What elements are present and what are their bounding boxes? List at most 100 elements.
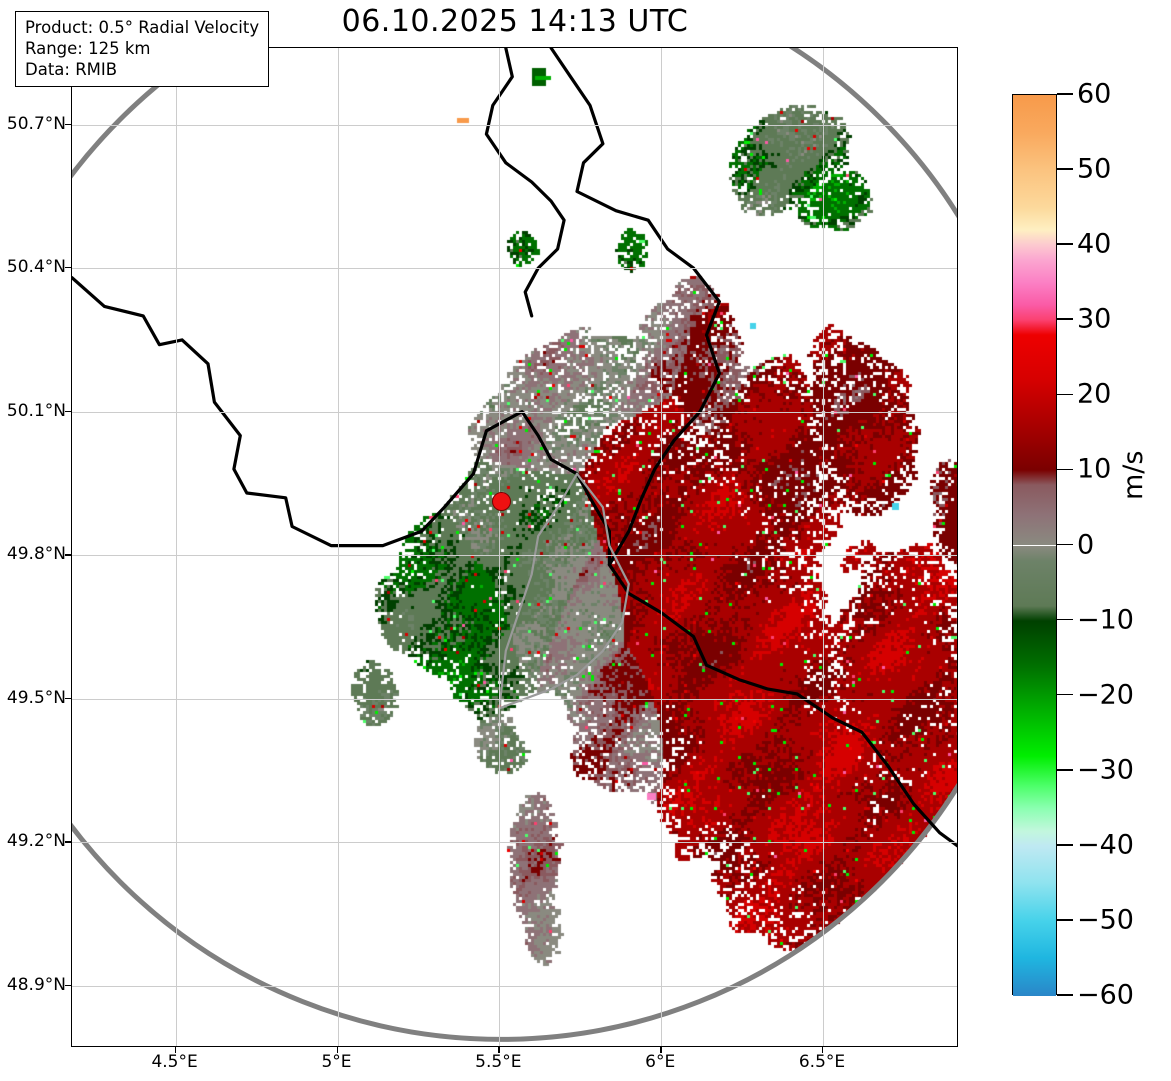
colorbar-tick-mark (1057, 93, 1073, 95)
colorbar-segment (1013, 755, 1056, 786)
map-clip-area (72, 48, 957, 1046)
colorbar-tick-mark (1057, 468, 1073, 471)
colorbar-tick-label: −40 (1077, 829, 1134, 861)
velocity-colorbar[interactable] (1012, 94, 1057, 996)
colorbar-segment (1013, 830, 1056, 846)
colorbar-tick-mark (1057, 994, 1073, 996)
colorbar-tick-mark (1057, 168, 1073, 170)
range-ring-125km (72, 48, 957, 1042)
colorbar-segment (1013, 485, 1056, 516)
colorbar-segment (1013, 132, 1056, 171)
colorbar-segment (1013, 470, 1056, 486)
map-boundaries-layer (72, 48, 957, 1042)
colorbar-tick-mark (1057, 543, 1073, 546)
latitude-tick-label: 48.9°N (6, 974, 66, 995)
colorbar-segment (1013, 230, 1056, 246)
colorbar-segment (1013, 305, 1056, 321)
colorbar-segment (1013, 883, 1056, 921)
colorbar-segment (1013, 845, 1056, 884)
colorbar-tick-mark (1057, 393, 1073, 396)
colorbar-tick-mark (1057, 318, 1073, 320)
longitude-tick-label: 4.5°E (151, 1052, 198, 1072)
colorbar-tick-mark (1057, 919, 1073, 921)
latitude-tick-mark (65, 410, 71, 412)
colorbar-segment (1013, 560, 1056, 606)
colorbar-segment (1013, 245, 1056, 261)
colorbar-tick-label: 0 (1077, 529, 1095, 560)
radar-site-marker[interactable] (492, 492, 512, 512)
radar-map-plot[interactable] (71, 47, 958, 1047)
colorbar-tick-label: −10 (1077, 604, 1134, 636)
colorbar-tick-mark (1057, 243, 1073, 245)
latitude-tick-label: 50.4°N (6, 257, 66, 278)
colorbar-segment (1013, 785, 1056, 809)
map-border-line (498, 472, 579, 710)
info-data-line: Data: RMIB (25, 60, 118, 79)
latitude-tick-mark (65, 841, 71, 843)
gridline-lat (72, 698, 957, 700)
colorbar-tick-label: 40 (1077, 228, 1112, 260)
colorbar-segment (1013, 380, 1056, 426)
colorbar-segment (1013, 515, 1056, 546)
latitude-tick-mark (65, 554, 71, 556)
colorbar-segment (1013, 958, 1056, 996)
gridline-lat (72, 411, 957, 413)
longitude-tick-label: 6.5°E (798, 1052, 846, 1072)
colorbar-tick-label: −20 (1077, 679, 1134, 711)
colorbar-segment (1013, 335, 1056, 381)
gridline-lat (72, 124, 957, 126)
colorbar-segment (1013, 620, 1056, 666)
colorbar-segment (1013, 170, 1056, 208)
longitude-tick-label: 5°E (321, 1052, 352, 1072)
longitude-tick-mark (336, 1047, 338, 1053)
colorbar-segment (1013, 665, 1056, 711)
colorbar-tick-mark (1057, 618, 1073, 621)
colorbar-tick-label: −60 (1077, 979, 1134, 1011)
colorbar-segment (1013, 545, 1056, 561)
latitude-tick-label: 49.5°N (6, 687, 66, 708)
colorbar-tick-label: −50 (1077, 904, 1134, 936)
colorbar-tick-label: 20 (1077, 378, 1112, 410)
latitude-tick-label: 50.7°N (6, 113, 66, 134)
radar-echo-layer (72, 48, 957, 1046)
colorbar-segment (1013, 260, 1056, 283)
longitude-tick-label: 5.5°E (475, 1052, 522, 1072)
colorbar-tick-label: 10 (1077, 453, 1112, 485)
latitude-tick-label: 49.8°N (6, 544, 66, 565)
colorbar-tick-mark (1057, 693, 1073, 696)
longitude-tick-mark (822, 1047, 824, 1053)
latitude-tick-label: 50.1°N (6, 400, 66, 421)
colorbar-segment (1013, 920, 1056, 959)
latitude-tick-mark (65, 984, 71, 987)
colorbar-tick-mark (1057, 769, 1073, 771)
longitude-tick-label: 6°E (645, 1052, 676, 1072)
gridline-lon (337, 48, 339, 1046)
colorbar-tick-mark (1057, 844, 1073, 846)
map-border-line (498, 472, 630, 710)
gridline-lon (175, 48, 177, 1046)
colorbar-segment (1013, 605, 1056, 621)
longitude-tick-mark (660, 1047, 662, 1053)
colorbar-unit-label: m/s (1118, 450, 1149, 500)
latitude-tick-label: 49.2°N (6, 831, 66, 852)
colorbar-segment (1013, 207, 1056, 231)
latitude-tick-mark (65, 697, 71, 700)
colorbar-tick-label: 50 (1077, 153, 1112, 185)
gridline-lon (499, 48, 501, 1046)
info-range-line: Range: 125 km (25, 39, 151, 58)
colorbar-tick-label: 60 (1077, 78, 1112, 110)
colorbar-segment (1013, 808, 1056, 831)
colorbar-segment (1013, 95, 1056, 133)
gridline-lon (823, 48, 824, 1046)
gridline-lat (72, 268, 957, 270)
colorbar-segment (1013, 425, 1056, 471)
colorbar-segment (1013, 710, 1056, 756)
map-border-line (72, 276, 957, 848)
gridline-lat (72, 555, 957, 557)
colorbar-tick-label: 30 (1077, 303, 1112, 335)
info-product-line: Product: 0.5° Radial Velocity (25, 18, 260, 37)
colorbar-segment (1013, 320, 1056, 336)
colorbar-tick-label: −30 (1077, 754, 1134, 786)
colorbar-segment (1013, 282, 1056, 306)
page-title: 06.10.2025 14:13 UTC (341, 4, 689, 39)
